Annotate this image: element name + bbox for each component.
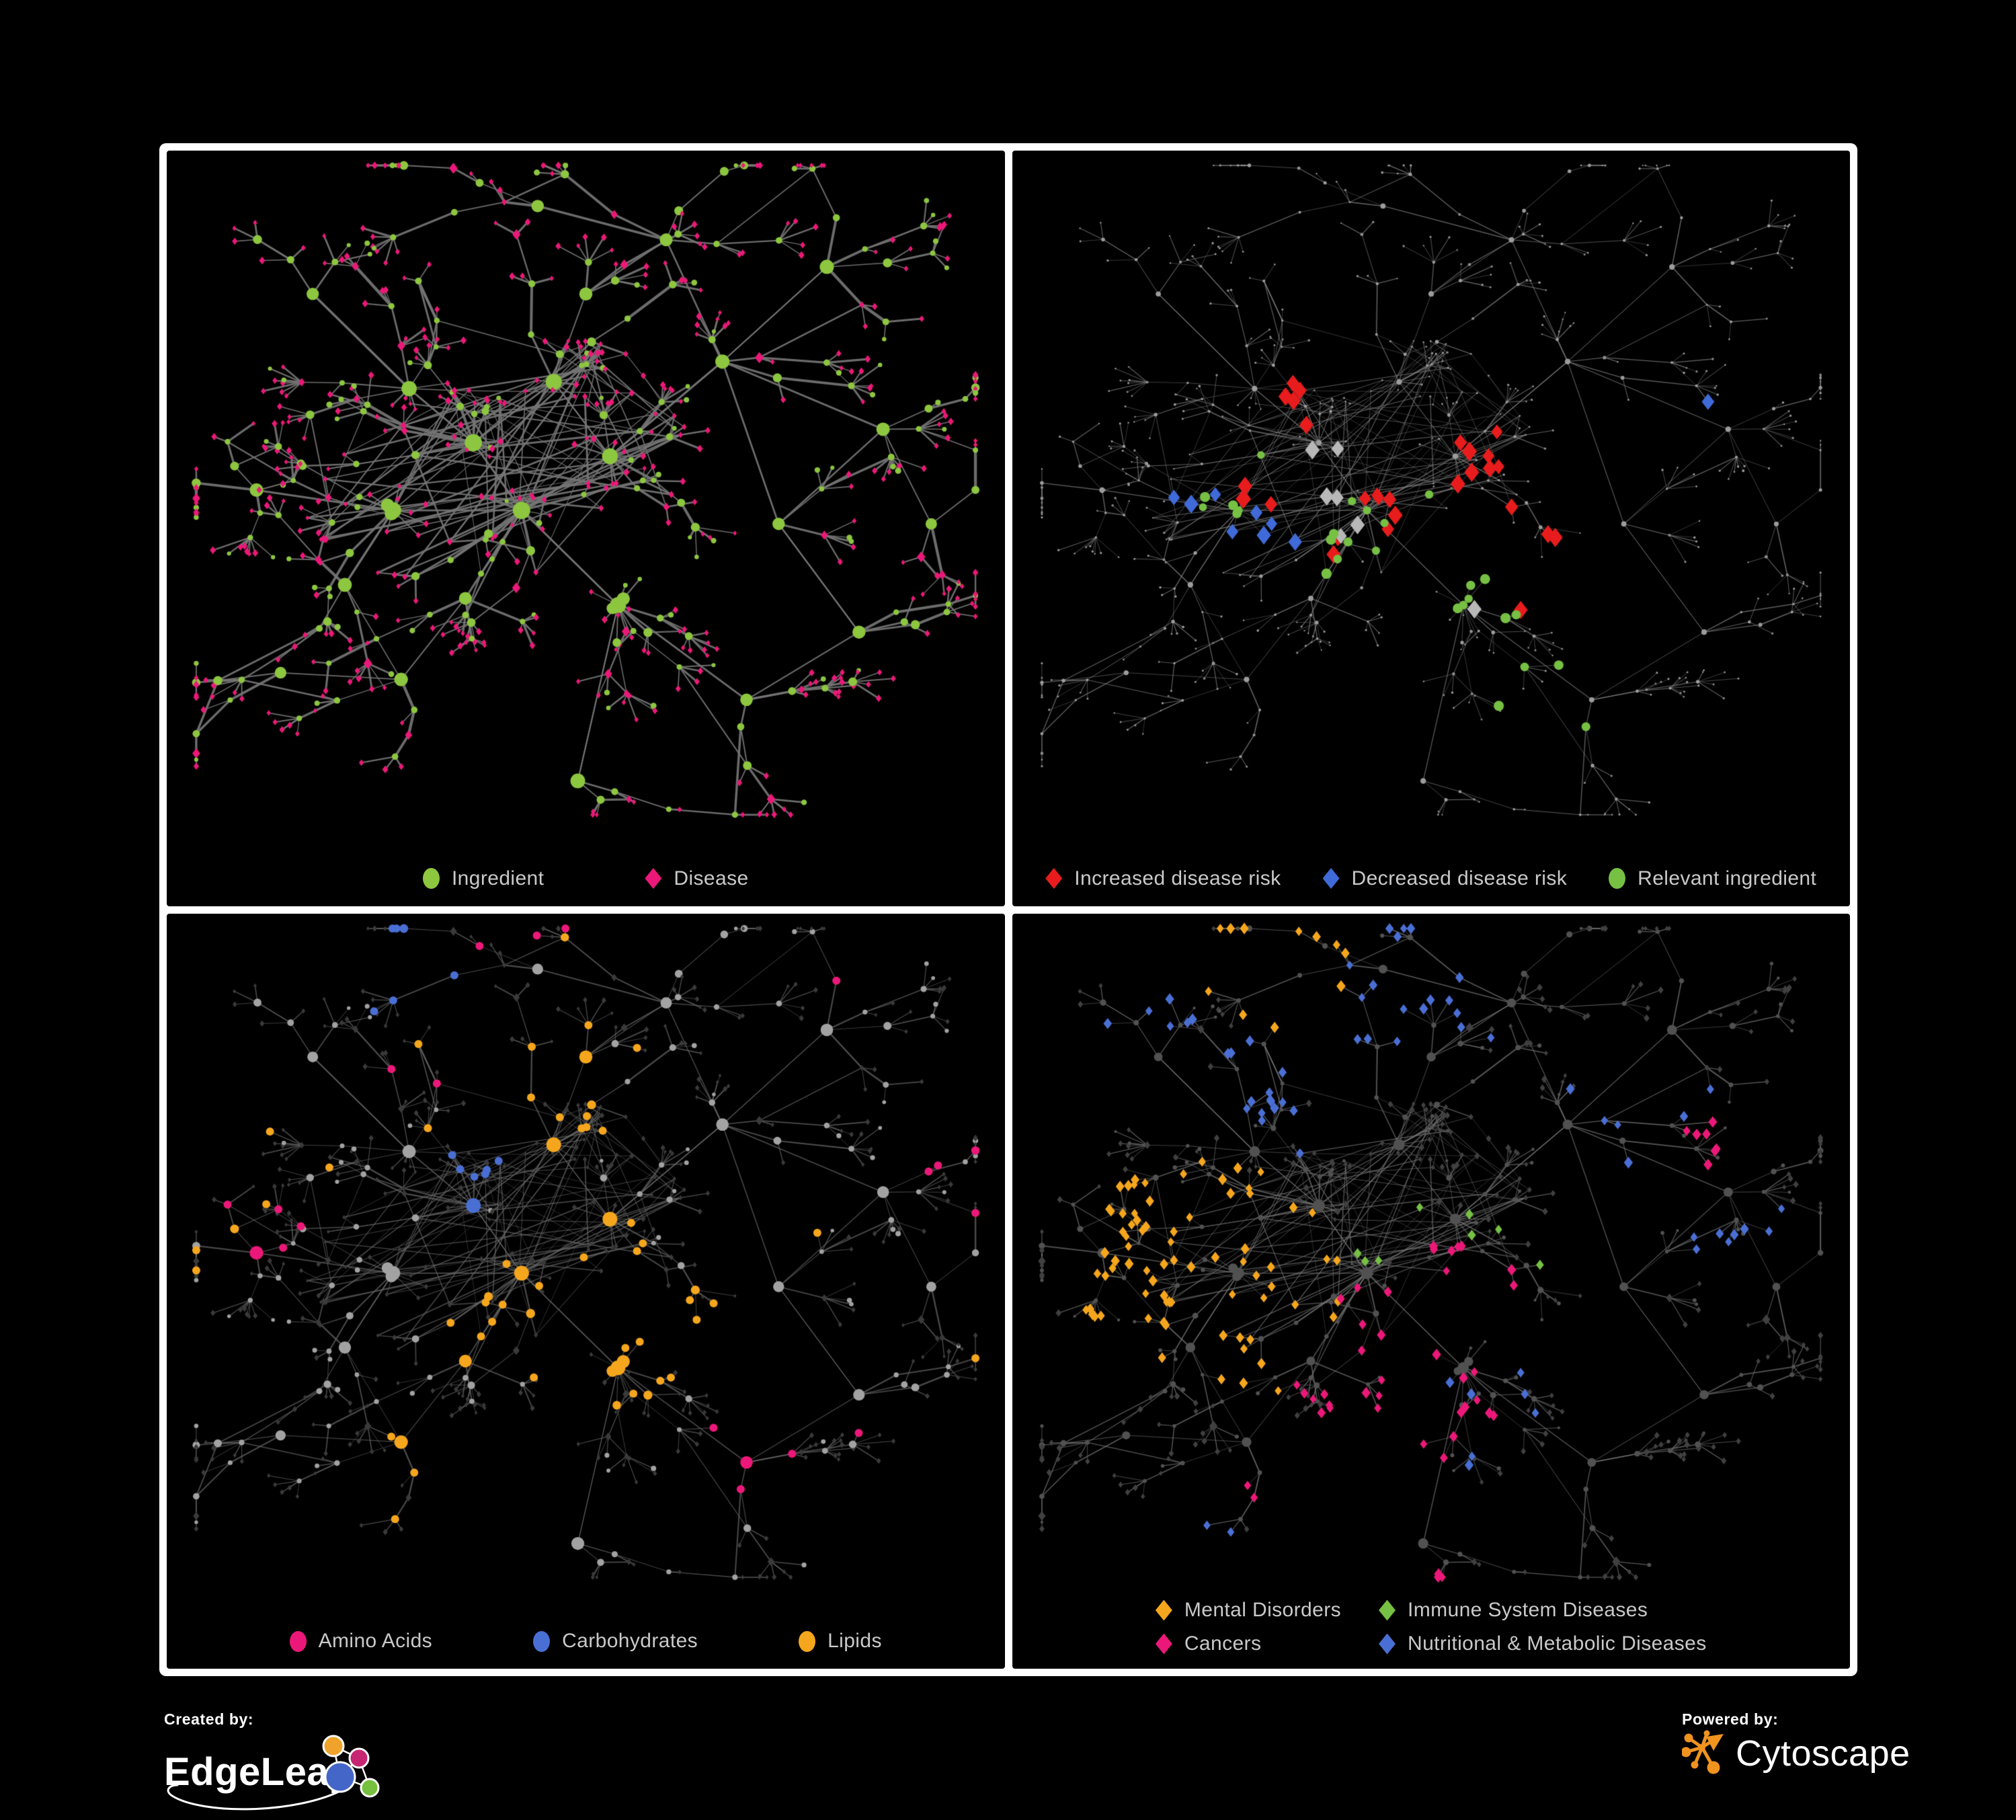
legend-item-cancers: Cancers	[1155, 1632, 1341, 1655]
legend-nutrient-classes: Amino Acids Carbohydrates Lipids	[167, 1630, 1005, 1653]
legend-label-nutritional-metabolic: Nutritional & Metabolic Diseases	[1408, 1632, 1707, 1655]
mental-disorders-diamond-icon	[1155, 1599, 1172, 1621]
relevant-ingredient-circle-icon	[1609, 868, 1626, 889]
legend-label-carbohydrates: Carbohydrates	[562, 1630, 698, 1652]
legend-label-amino-acids: Amino Acids	[318, 1630, 433, 1652]
decreased-risk-diamond-icon	[1322, 868, 1340, 889]
ingredient-circle-icon	[422, 868, 440, 889]
nutritional-metabolic-diamond-icon	[1379, 1633, 1396, 1655]
panel-disease-risk: Increased disease risk Decreased disease…	[1012, 151, 1851, 906]
legend-label-mental-disorders: Mental Disorders	[1184, 1599, 1341, 1621]
legend-ingredient-disease: Ingredient Disease	[167, 867, 1005, 890]
legend-item-immune-diseases: Immune System Diseases	[1379, 1599, 1707, 1622]
legend-item-nutritional-metabolic: Nutritional & Metabolic Diseases	[1379, 1632, 1707, 1655]
legend-label-decreased-risk: Decreased disease risk	[1351, 867, 1568, 889]
cytoscape-wordmark: Cytoscape	[1736, 1733, 1910, 1774]
edgeleap-logo: EdgeLeap	[164, 1735, 380, 1811]
legend-label-cancers: Cancers	[1184, 1632, 1262, 1655]
edgeleap-credit: Created by: EdgeLeap	[164, 1710, 406, 1811]
panel-grid: Ingredient Disease Increased disease ris…	[159, 143, 1857, 1676]
powered-by-label: Powered by:	[1682, 1710, 1779, 1728]
edgeleap-node-magenta	[348, 1747, 370, 1769]
disease-diamond-icon	[645, 868, 662, 889]
legend-disease-classes: Mental Disorders Immune System Diseases …	[1012, 1599, 1851, 1655]
legend-item-carbohydrates: Carbohydrates	[533, 1630, 698, 1653]
legend-item-disease: Disease	[645, 867, 748, 890]
edgeleap-node-blue	[324, 1761, 356, 1793]
edgeleap-node-green	[360, 1778, 380, 1798]
legend-item-ingredient: Ingredient	[422, 867, 545, 890]
legend-item-lipids: Lipids	[799, 1630, 882, 1653]
legend-disease-risk: Increased disease risk Decreased disease…	[1012, 867, 1851, 890]
immune-diseases-diamond-icon	[1379, 1599, 1396, 1621]
edgeleap-swoosh	[167, 1784, 346, 1811]
network-canvas-ingredient-disease	[167, 151, 1005, 906]
panel-ingredient-disease: Ingredient Disease	[167, 151, 1005, 906]
carbohydrates-circle-icon	[533, 1630, 551, 1652]
cancers-diamond-icon	[1155, 1633, 1172, 1655]
legend-label-immune-diseases: Immune System Diseases	[1408, 1599, 1648, 1621]
increased-risk-diamond-icon	[1045, 868, 1063, 889]
legend-label-relevant-ingredient: Relevant ingredient	[1638, 867, 1817, 889]
legend-item-increased-risk: Increased disease risk	[1045, 867, 1281, 890]
network-canvas-disease-classes	[1012, 913, 1850, 1669]
edgeleap-wordmark: EdgeLeap	[164, 1750, 353, 1794]
panel-nutrient-classes: Amino Acids Carbohydrates Lipids	[167, 913, 1005, 1669]
legend-label-disease: Disease	[674, 867, 749, 889]
cytoscape-icon-nodes	[1682, 1730, 1724, 1774]
created-by-label: Created by:	[164, 1710, 254, 1728]
panel-disease-classes: Mental Disorders Immune System Diseases …	[1012, 913, 1851, 1669]
legend-item-amino-acids: Amino Acids	[289, 1630, 433, 1653]
legend-label-lipids: Lipids	[828, 1630, 882, 1652]
cytoscape-credit: Powered by:	[1682, 1710, 1910, 1777]
lipids-circle-icon	[799, 1630, 816, 1652]
edgeleap-node-orange	[322, 1735, 345, 1757]
legend-item-relevant-ingredient: Relevant ingredient	[1609, 867, 1816, 890]
network-canvas-nutrient-classes	[167, 913, 1005, 1669]
legend-item-decreased-risk: Decreased disease risk	[1322, 867, 1568, 890]
legend-label-increased-risk: Increased disease risk	[1074, 867, 1281, 889]
amino-acids-circle-icon	[289, 1630, 307, 1652]
cytoscape-logo-icon	[1682, 1730, 1724, 1774]
legend-item-mental-disorders: Mental Disorders	[1155, 1599, 1341, 1622]
legend-label-ingredient: Ingredient	[451, 867, 545, 889]
network-canvas-disease-risk	[1012, 151, 1850, 906]
